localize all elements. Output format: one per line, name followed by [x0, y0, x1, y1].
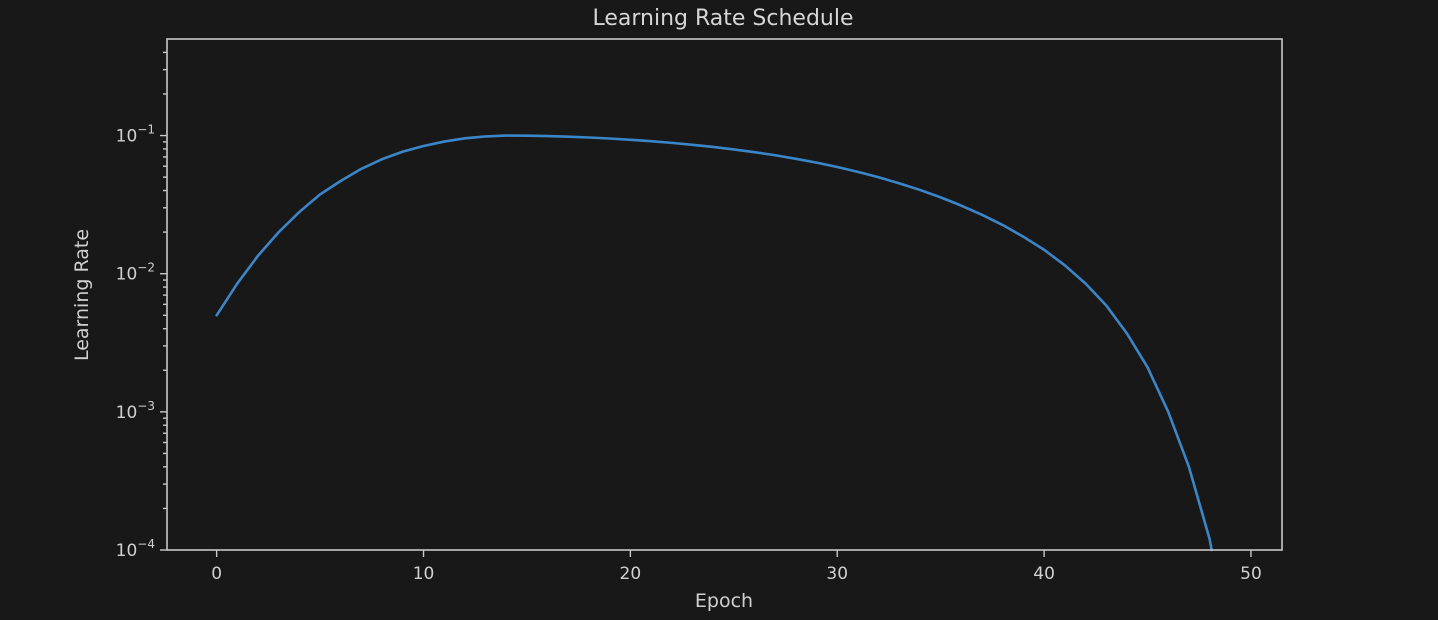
x-tick-label: 50	[1240, 564, 1262, 584]
y-tick-exponent: −3	[137, 399, 155, 413]
y-tick-base: 10	[116, 265, 138, 285]
x-tick-label: 0	[211, 564, 222, 584]
y-tick-base: 10	[116, 127, 138, 147]
plot-area	[215, 134, 1213, 552]
x-axis-label: Epoch	[695, 590, 753, 612]
chart-title: Learning Rate Schedule	[592, 6, 853, 31]
y-tick-exponent: −2	[137, 261, 155, 275]
plot-frame	[166, 38, 1283, 551]
y-tick-base: 10	[116, 403, 138, 423]
y-tick-base: 10	[116, 541, 138, 561]
y-tick-exponent: −4	[137, 537, 155, 551]
x-tick-label: 40	[1033, 564, 1055, 584]
x-tick-label: 30	[826, 564, 848, 584]
x-tick-label: 10	[413, 564, 435, 584]
y-tick-label: 10−2	[116, 261, 155, 285]
x-tick-label: 20	[620, 564, 642, 584]
y-axis-label: Learning Rate	[71, 229, 93, 361]
series-line	[215, 134, 1213, 552]
y-tick-label: 10−1	[116, 123, 155, 147]
y-tick-label: 10−3	[116, 399, 155, 423]
y-tick-label: 10−4	[116, 537, 155, 561]
y-tick-exponent: −1	[137, 123, 155, 137]
